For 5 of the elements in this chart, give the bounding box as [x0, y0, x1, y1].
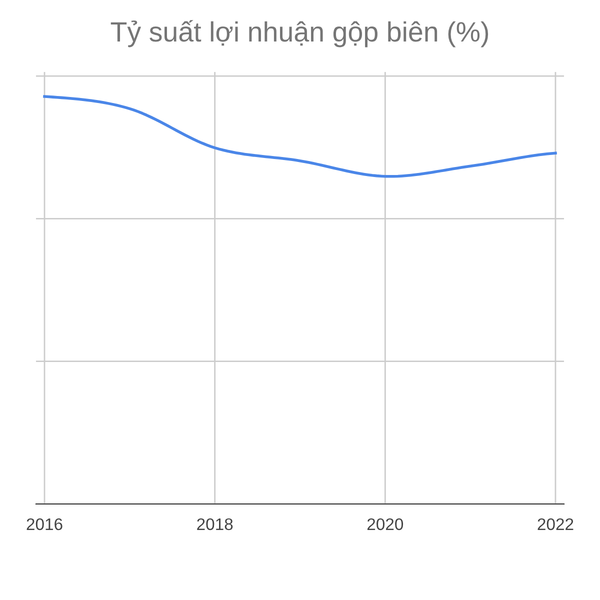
x-tick-label: 2018 [197, 518, 233, 530]
chart-title: Tỷ suất lợi nhuận gộp biên (%) [110, 20, 488, 48]
x-tick-label: 2016 [26, 518, 62, 530]
x-tick-label: 2020 [367, 518, 404, 530]
x-tick-label: 2022 [538, 518, 574, 530]
